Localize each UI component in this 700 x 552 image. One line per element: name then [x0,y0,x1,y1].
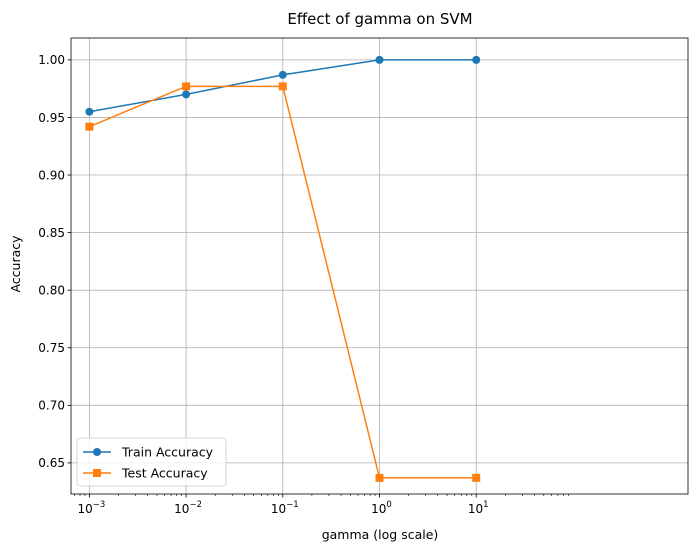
legend-marker [93,448,101,456]
y-tick-labels: 0.65 0.70 0.75 0.80 0.85 0.90 0.95 1.00 [38,53,65,470]
y-tick-label: 1.00 [38,53,65,67]
y-tick-label: 0.80 [38,283,65,297]
legend-item: Test Accuracy [83,466,208,481]
x-axis-label: gamma (log scale) [322,527,439,542]
x-minor-ticks [74,494,569,496]
axis-ticks [67,59,477,498]
data-point [278,82,287,91]
y-tick-label: 0.75 [38,341,65,355]
chart-title: Effect of gamma on SVM [287,10,472,28]
legend-box [76,437,227,487]
series-layer [85,55,481,482]
y-tick-label: 0.95 [38,111,65,125]
data-point [472,473,481,482]
y-axis-label: Accuracy [8,235,23,293]
plot-frame [70,37,689,495]
legend: Train Accuracy Test Accuracy [76,437,227,487]
data-point [85,122,94,131]
data-point [182,82,191,91]
legend-label: Train Accuracy [121,445,214,460]
y-tick-label: 0.70 [38,399,65,413]
y-tick-label: 0.65 [38,456,65,470]
legend-item: Train Accuracy [83,445,214,460]
data-point [278,70,287,79]
series-test-accuracy [85,82,481,482]
data-point [472,55,481,64]
y-tick-label: 0.90 [38,168,65,182]
data-point [375,55,384,64]
data-point [375,473,384,482]
legend-marker [93,469,101,477]
legend-label: Test Accuracy [121,466,208,481]
data-point [85,107,94,116]
y-tick-label: 0.85 [38,226,65,240]
data-point [182,90,191,99]
